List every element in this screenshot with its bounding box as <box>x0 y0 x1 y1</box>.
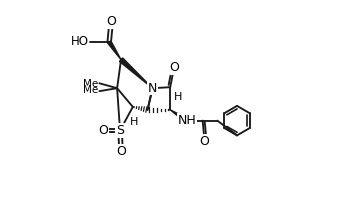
Text: S: S <box>116 124 124 137</box>
Text: O: O <box>200 135 210 148</box>
Polygon shape <box>108 41 121 60</box>
Text: Me: Me <box>83 79 98 89</box>
Polygon shape <box>119 58 152 88</box>
Text: O: O <box>98 124 108 137</box>
Text: NH: NH <box>177 114 196 127</box>
Text: Me: Me <box>83 85 98 95</box>
Polygon shape <box>170 110 188 122</box>
Text: O: O <box>169 61 179 74</box>
Text: O: O <box>106 15 116 28</box>
Text: H: H <box>130 117 138 127</box>
Text: N: N <box>148 82 157 95</box>
Text: HO: HO <box>71 35 89 49</box>
Text: O: O <box>116 145 126 158</box>
Text: H: H <box>174 92 182 102</box>
